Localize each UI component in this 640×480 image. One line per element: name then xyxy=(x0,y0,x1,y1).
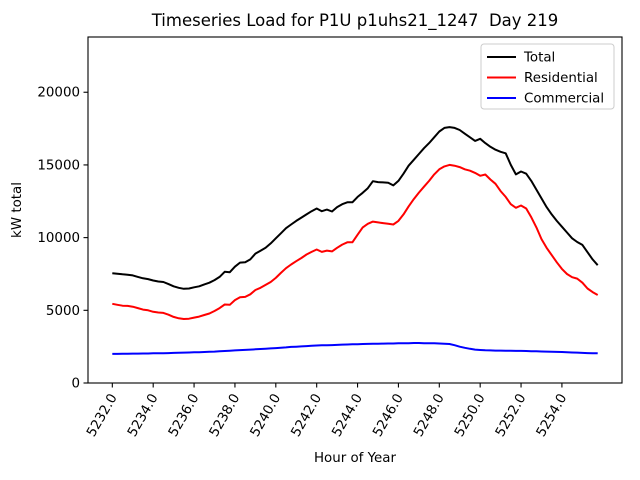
x-tick-label: 5236.0 xyxy=(166,392,202,440)
x-tick-label: 5244.0 xyxy=(330,392,366,440)
legend-box xyxy=(480,43,615,110)
series-line-residential xyxy=(112,163,599,320)
axes-spines xyxy=(87,36,623,384)
series-line-total xyxy=(112,126,599,290)
x-axis-label: Hour of Year xyxy=(314,451,397,466)
y-tick-label: 10000 xyxy=(37,231,80,246)
legend: Total Residential Commercial xyxy=(480,43,615,110)
x-tick-label: 5242.0 xyxy=(289,392,325,440)
y-tick-label: 5000 xyxy=(46,304,80,319)
y-tick-label: 0 xyxy=(71,377,80,392)
x-tick-label: 5246.0 xyxy=(370,392,406,440)
y-tick-label: 20000 xyxy=(37,86,80,101)
x-tick-label: 5252.0 xyxy=(493,392,529,440)
x-tick-label: 5238.0 xyxy=(207,392,243,440)
x-tick-label: 5240.0 xyxy=(248,392,284,440)
x-tick-label: 5248.0 xyxy=(411,392,447,440)
series-line-commercial xyxy=(112,342,598,355)
legend-label-residential: Residential xyxy=(524,71,598,86)
x-tick-label: 5234.0 xyxy=(125,392,161,440)
legend-label-commercial: Commercial xyxy=(524,92,604,107)
x-tick-label: 5254.0 xyxy=(534,392,570,440)
y-tick-label: 15000 xyxy=(37,158,80,173)
y-axis-label: kW total xyxy=(10,182,25,238)
x-tick-label: 5250.0 xyxy=(452,392,488,440)
x-tick-label: 5232.0 xyxy=(84,392,120,440)
legend-label-total: Total xyxy=(523,51,555,66)
chart-title: Timeseries Load for P1U p1uhs21_1247 Day… xyxy=(151,11,559,31)
